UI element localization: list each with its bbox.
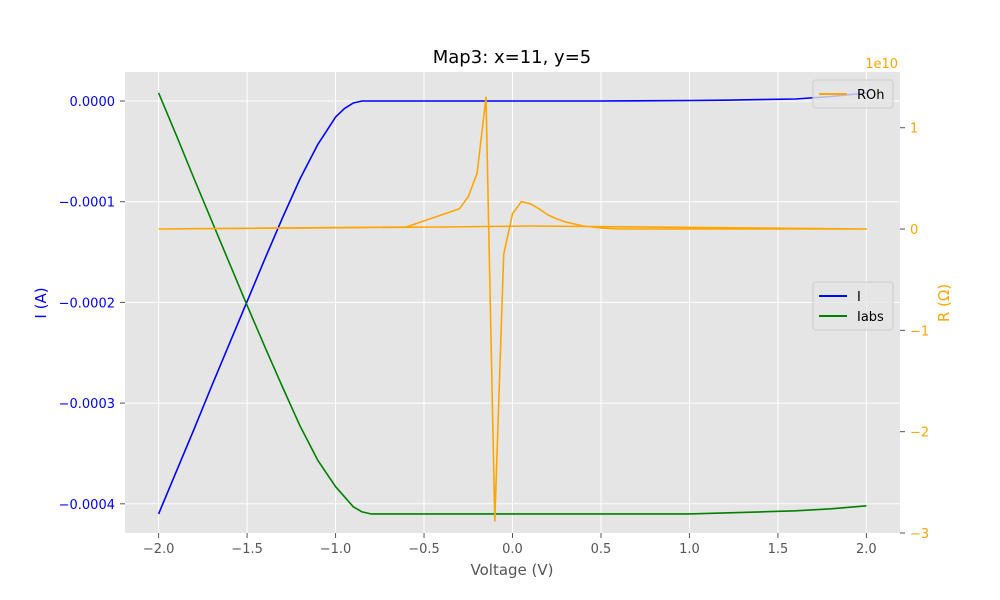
series-iabs-line xyxy=(157,92,867,515)
x-tick-label: 2.0 xyxy=(856,542,877,557)
series-layer xyxy=(157,92,868,522)
series-roh-line xyxy=(158,96,868,522)
right-tick-label: −1 xyxy=(910,324,929,339)
x-tick-label: −1.0 xyxy=(320,542,352,557)
left-tick-label: 0.0000 xyxy=(70,95,116,110)
legend-box xyxy=(812,281,894,331)
right-axis-multiplier: 1e10 xyxy=(865,57,898,72)
x-tick-label: −2.0 xyxy=(143,542,175,557)
axes: −2.0 −1.5 −1.0 −0.5 0.0 0.5 1.0 1.5 2.0 0.0000 −0.… xyxy=(59,95,930,557)
x-tick-label: 1.5 xyxy=(768,542,789,557)
legend-label-i-line: I xyxy=(857,290,861,305)
right-tick-label: 0 xyxy=(910,223,918,238)
x-tick-label: 0.5 xyxy=(591,542,612,557)
x-tick-label: −0.5 xyxy=(408,542,440,557)
chart-title: Map3: x=11, y=5 xyxy=(433,47,592,68)
x-axis-label: Voltage (V) xyxy=(471,561,554,579)
x-tick-label: 0.0 xyxy=(502,542,523,557)
legend-i-iabs: I Iabs xyxy=(812,281,894,331)
right-tick-label: −2 xyxy=(910,426,929,441)
x-tick-label: 1.0 xyxy=(679,542,700,557)
right-tick-label: −3 xyxy=(910,527,929,542)
left-tick-label: −0.0001 xyxy=(59,196,115,211)
right-axis-label: R (Ω) xyxy=(935,284,953,322)
left-axis-label: I (A) xyxy=(32,287,50,318)
left-tick-label: −0.0002 xyxy=(59,296,115,311)
right-tick-label: 1 xyxy=(910,122,918,137)
legend-roh: ROh xyxy=(812,79,894,109)
left-tick-label: −0.0003 xyxy=(59,397,115,412)
left-tick-label: −0.0004 xyxy=(59,498,115,513)
legend-label-roh-line: ROh xyxy=(857,88,885,103)
x-tick-label: −1.5 xyxy=(231,542,263,557)
legend-label-iabs-line: Iabs xyxy=(857,310,884,325)
series-i-line xyxy=(157,92,867,515)
legend-box xyxy=(812,79,894,109)
